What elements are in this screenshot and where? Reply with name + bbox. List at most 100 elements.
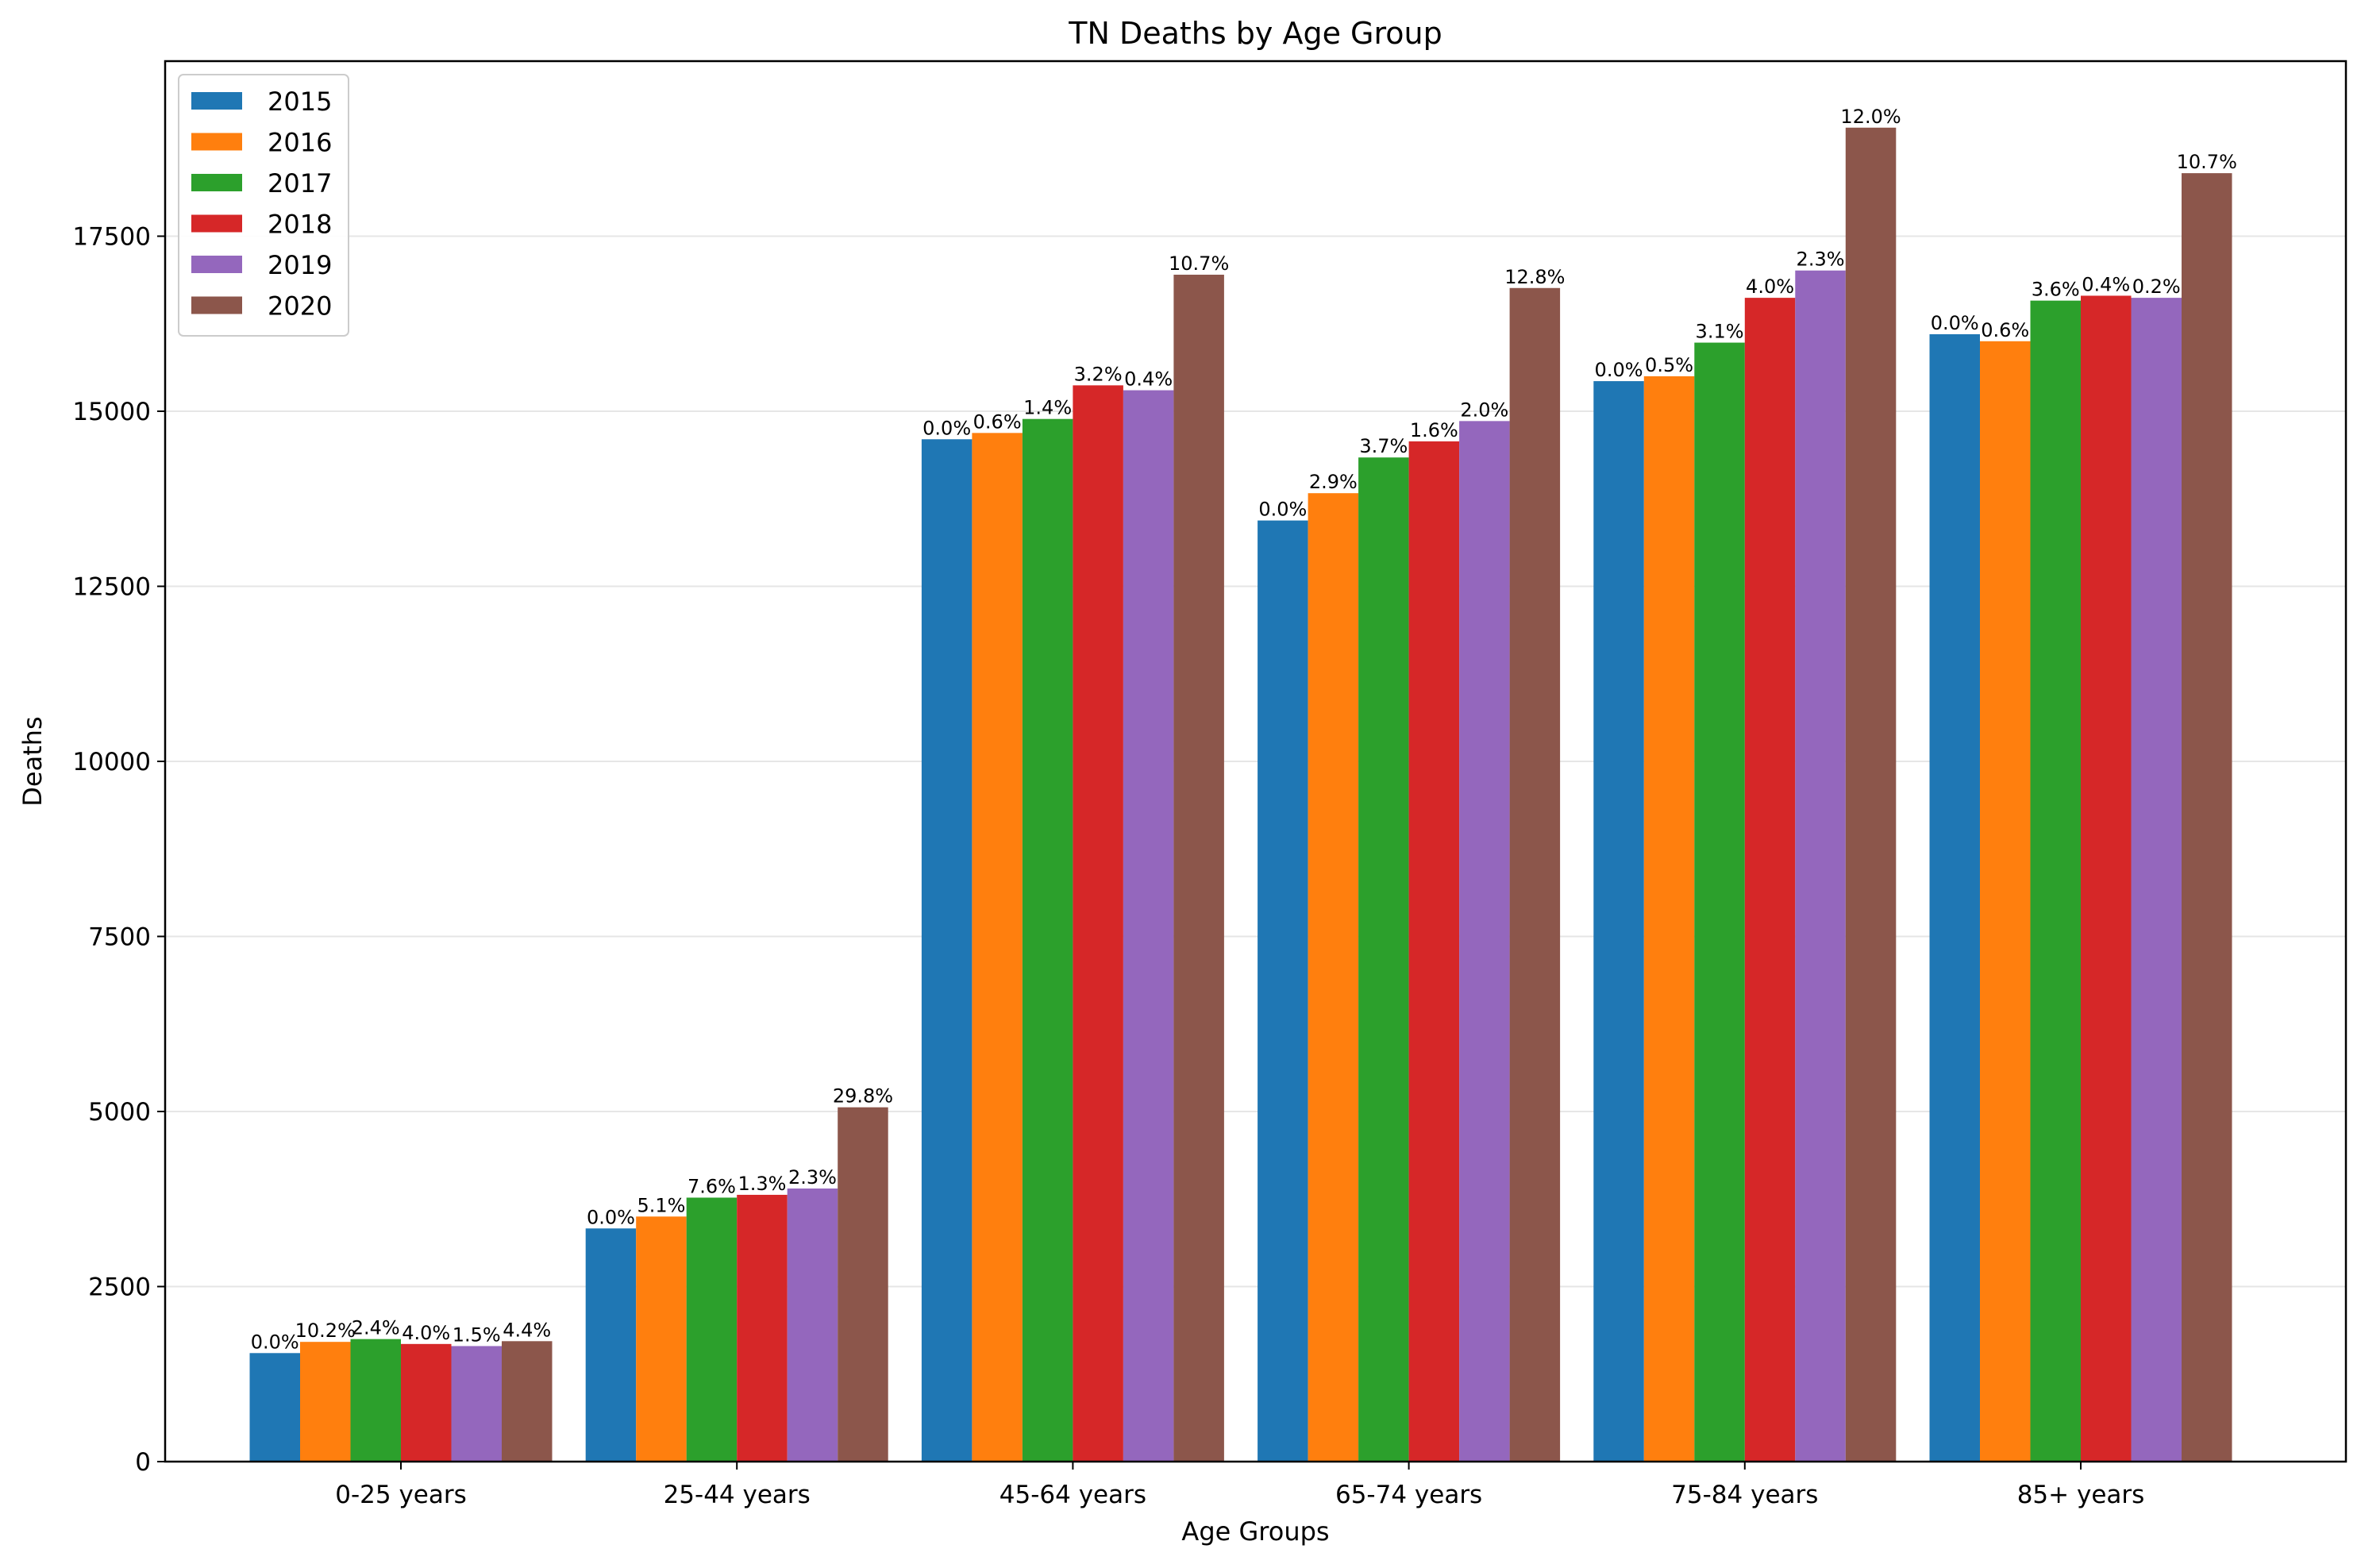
bar-value-label: 2.3% — [788, 1166, 837, 1189]
bar-value-label: 7.6% — [688, 1175, 736, 1197]
bar-2018 — [1744, 298, 1796, 1462]
y-axis-label: Deaths — [17, 716, 48, 806]
x-tick-label: 45-64 years — [999, 1481, 1146, 1509]
legend-label-2015: 2015 — [268, 87, 332, 117]
bar-value-label: 0.2% — [2132, 275, 2181, 298]
bar-2016 — [1308, 493, 1359, 1462]
y-tick-label: 15000 — [72, 398, 151, 426]
bar-2017 — [1358, 457, 1409, 1462]
y-tick-label: 10000 — [72, 748, 151, 776]
bar-2016 — [1980, 341, 2031, 1462]
bar-value-label: 2.0% — [1460, 399, 1508, 421]
bar-2015 — [1593, 381, 1644, 1462]
y-tick-label: 12500 — [72, 573, 151, 602]
bar-value-label: 0.0% — [587, 1206, 635, 1228]
bar-value-label: 3.2% — [1074, 363, 1123, 385]
bar-2015 — [249, 1353, 300, 1462]
x-tick-label: 0-25 years — [335, 1481, 467, 1509]
y-tick-label: 5000 — [88, 1098, 151, 1127]
bar-2015 — [1929, 333, 1980, 1462]
legend-swatch-2020 — [191, 296, 242, 314]
bar-value-label: 1.5% — [453, 1323, 501, 1346]
bar-value-label: 0.4% — [1124, 368, 1173, 391]
x-tick-label: 85+ years — [2017, 1481, 2145, 1509]
bar-value-label: 0.0% — [1595, 359, 1643, 381]
bar-2018 — [401, 1343, 452, 1462]
bar-value-label: 1.4% — [1023, 397, 1072, 419]
bar-value-label: 2.9% — [1309, 471, 1358, 493]
bar-2020 — [2182, 173, 2232, 1462]
bar-2018 — [1408, 441, 1460, 1462]
legend-label-2016: 2016 — [268, 128, 332, 158]
chart-title: TN Deaths by Age Group — [1068, 16, 1442, 51]
bar-2020 — [838, 1107, 888, 1462]
bar-value-label: 12.0% — [1840, 106, 1901, 128]
bar-2019 — [1123, 390, 1174, 1462]
bar-value-label: 2.3% — [1797, 248, 1845, 271]
legend-label-2017: 2017 — [268, 168, 332, 198]
bar-value-label: 3.7% — [1359, 435, 1408, 457]
bar-2018 — [2081, 295, 2132, 1462]
axis-ticks: 0 2500 5000 7500 10000 12500 15000 17500 0-25 ye… — [72, 223, 2144, 1510]
bar-value-label: 0.0% — [922, 417, 971, 439]
legend-swatch-2019 — [191, 256, 242, 273]
x-tick-label: 65-74 years — [1335, 1481, 1482, 1509]
legend-label-2020: 2020 — [268, 291, 332, 322]
bar-value-label: 10.7% — [1169, 252, 1229, 275]
bar-value-label: 2.4% — [352, 1317, 400, 1339]
bar-value-label: 0.0% — [251, 1331, 299, 1353]
legend-swatch-2017 — [191, 174, 242, 191]
bar-value-label: 3.6% — [2032, 279, 2080, 301]
bar-2020 — [1845, 127, 1897, 1462]
legend: 2015 2016 2017 2018 2019 2020 — [178, 74, 349, 337]
bar-2017 — [1022, 418, 1073, 1462]
x-tick-label: 75-84 years — [1671, 1481, 1818, 1509]
bar-2016 — [636, 1216, 687, 1462]
legend-label-2019: 2019 — [268, 250, 332, 280]
legend-swatch-2016 — [191, 133, 242, 151]
bar-value-label: 10.2% — [295, 1320, 356, 1342]
bar-2016 — [972, 433, 1023, 1462]
bar-value-label: 0.6% — [973, 410, 1022, 433]
bar-2015 — [1258, 520, 1308, 1462]
bar-value-label: 10.7% — [2177, 151, 2237, 173]
bar-2020 — [1509, 287, 1561, 1462]
legend-label-2018: 2018 — [268, 210, 332, 240]
bar-value-label: 0.0% — [1258, 499, 1307, 521]
bar-labels: 0.0%10.2%2.4% 4.0% 1.5% 4.4%0.0%5.1%7.6% 1.3… — [251, 106, 2237, 1354]
bar-2015 — [921, 439, 973, 1462]
y-tick-label: 7500 — [88, 923, 151, 952]
bars — [249, 127, 2232, 1462]
y-tick-label: 17500 — [72, 223, 151, 252]
legend-swatch-2018 — [191, 214, 242, 233]
bar-value-label: 5.1% — [637, 1194, 685, 1216]
bar-2017 — [686, 1197, 738, 1462]
bar-value-label: 4.4% — [503, 1319, 551, 1341]
bar-2016 — [300, 1342, 351, 1462]
legend-swatch-2015 — [191, 92, 242, 110]
bar-value-label: 12.8% — [1504, 266, 1565, 288]
bar-value-label: 1.6% — [1410, 419, 1458, 441]
bar-2020 — [502, 1341, 553, 1462]
bar-2016 — [1643, 376, 1695, 1462]
bar-2019 — [1795, 270, 1846, 1462]
bar-2017 — [350, 1339, 401, 1462]
bar-2017 — [2030, 300, 2081, 1462]
x-tick-label: 25-44 years — [664, 1481, 811, 1509]
bar-2019 — [1459, 421, 1510, 1462]
bar-value-label: 0.0% — [1931, 312, 1979, 334]
bar-2019 — [451, 1346, 502, 1462]
bar-2018 — [1073, 385, 1123, 1462]
y-tick-label: 2500 — [88, 1273, 151, 1302]
bar-value-label: 4.0% — [1746, 275, 1794, 298]
bar-2018 — [737, 1194, 788, 1462]
bar-value-label: 1.3% — [738, 1173, 786, 1195]
bar-value-label: 29.8% — [833, 1085, 893, 1108]
bar-2019 — [787, 1189, 838, 1462]
bar-2015 — [585, 1228, 637, 1462]
bar-2019 — [2131, 298, 2182, 1462]
bar-2017 — [1694, 342, 1745, 1462]
x-axis-label: Age Groups — [1181, 1516, 1329, 1547]
